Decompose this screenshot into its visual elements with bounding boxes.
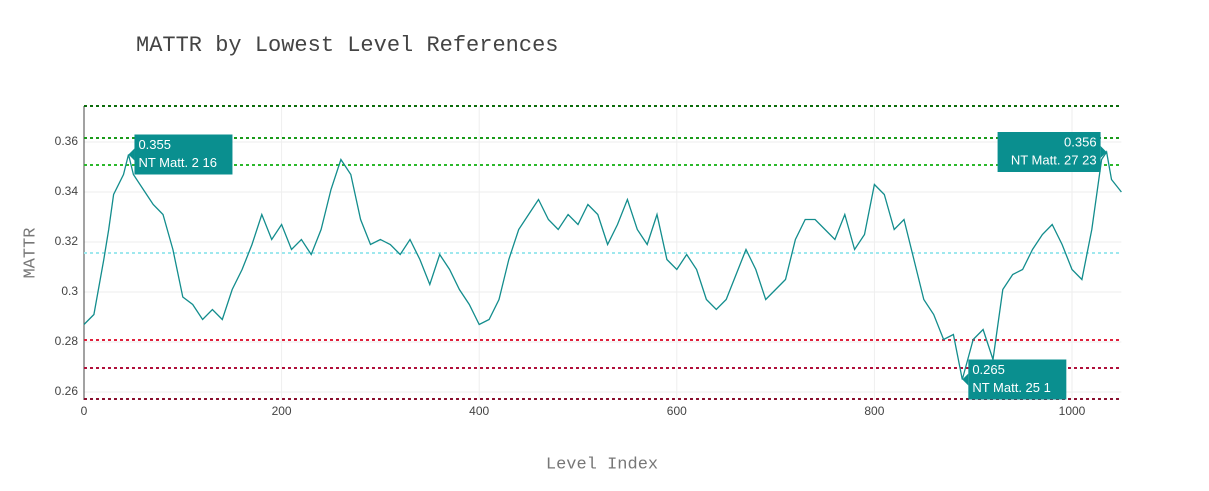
x-tick-label: 800 xyxy=(864,404,884,418)
annotation-value: 0.265 xyxy=(972,362,1005,377)
x-tick-label: 400 xyxy=(469,404,489,418)
data-line xyxy=(83,150,1122,380)
annotation-text: NT Matt. 2 16 xyxy=(138,155,217,170)
annotation-value: 0.355 xyxy=(138,137,171,152)
y-tick-label: 0.36 xyxy=(55,134,79,148)
annotation-box xyxy=(968,359,1067,400)
y-tick-label: 0.3 xyxy=(61,284,78,298)
annotation-box xyxy=(997,132,1101,172)
x-tick-label: 200 xyxy=(272,404,292,418)
annotation-pointer xyxy=(1100,146,1107,158)
y-tick-label: 0.34 xyxy=(55,184,79,198)
annotation-text: NT Matt. 27 23 xyxy=(1011,152,1097,167)
annotation: 0.265 NT Matt. 25 1 xyxy=(962,359,1067,400)
y-tick-label: 0.26 xyxy=(55,384,79,398)
annotation-pointer xyxy=(128,148,135,161)
annotation-pointer xyxy=(962,373,969,386)
annotation: 0.356 NT Matt. 27 23 xyxy=(997,132,1107,172)
annotation-box xyxy=(134,134,233,175)
x-tick-label: 0 xyxy=(81,404,88,418)
x-tick-label: 1000 xyxy=(1059,404,1086,418)
y-axis-label: MATTR xyxy=(21,227,40,278)
x-tick-label: 600 xyxy=(667,404,687,418)
annotation-text: NT Matt. 25 1 xyxy=(972,380,1051,395)
y-tick-label: 0.32 xyxy=(55,234,79,248)
y-tick-label: 0.28 xyxy=(55,334,79,348)
annotation: 0.355 NT Matt. 2 16 xyxy=(128,134,233,175)
annotation-value: 0.356 xyxy=(1064,134,1097,149)
chart-title: MATTR by Lowest Level References xyxy=(136,33,558,58)
x-axis-label: Level Index xyxy=(546,455,658,474)
